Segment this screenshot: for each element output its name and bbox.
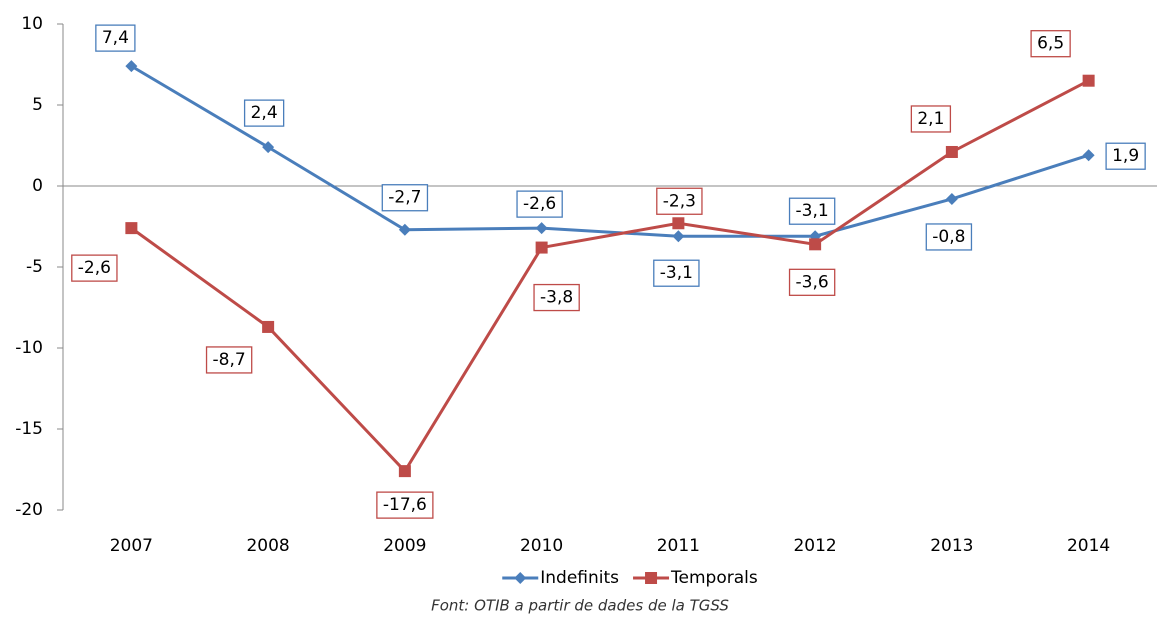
value-label-box — [533, 283, 580, 312]
x-tick-label: 2014 — [1067, 536, 1110, 556]
value-label-box — [243, 99, 285, 127]
value-label-box — [71, 254, 118, 282]
value-label-box — [788, 268, 836, 296]
legend-label: Indefinits — [540, 568, 619, 588]
value-label-box — [376, 491, 434, 519]
value-label: -17,6 — [383, 495, 427, 515]
x-tick-label: 2013 — [930, 536, 973, 556]
data-point — [262, 141, 275, 154]
data-point — [945, 145, 958, 158]
data-point — [1082, 74, 1095, 87]
value-label: -3,1 — [796, 201, 829, 221]
y-tick-label: -20 — [15, 500, 43, 520]
value-label: 6,5 — [1037, 34, 1064, 54]
data-point — [262, 320, 275, 333]
data-point — [398, 223, 411, 236]
value-label-box — [925, 223, 973, 251]
legend-marker — [514, 572, 527, 584]
value-label: -3,1 — [660, 263, 693, 283]
value-label-box — [910, 105, 952, 133]
value-label-box — [1030, 30, 1071, 58]
data-point — [398, 465, 411, 478]
value-label: 2,4 — [251, 103, 278, 123]
x-tick-label: 2008 — [246, 536, 289, 556]
legend-marker — [645, 572, 658, 584]
x-tick-label: 2009 — [383, 536, 426, 556]
value-label-box — [95, 24, 136, 52]
value-label-box — [1105, 142, 1146, 170]
value-label: -2,7 — [388, 188, 421, 208]
data-point — [672, 230, 685, 243]
data-point — [535, 222, 548, 235]
value-label: 2,1 — [917, 109, 944, 129]
series-line — [130, 79, 1090, 474]
y-tick-label: 10 — [21, 14, 43, 34]
y-tick-label: 0 — [32, 176, 43, 196]
value-label-box — [205, 346, 253, 374]
value-label: -8,7 — [213, 350, 246, 370]
x-tick-label: 2011 — [657, 536, 700, 556]
value-label-box — [516, 190, 563, 218]
source-note: Font: OTIB a partir de dades de la TGSS — [431, 597, 729, 615]
data-point — [945, 192, 958, 205]
value-label-box — [381, 184, 429, 212]
y-tick-label: -5 — [26, 257, 43, 277]
value-label: -0,8 — [932, 227, 965, 247]
value-label: -2,6 — [78, 258, 111, 278]
value-label: -3,6 — [796, 272, 829, 292]
data-point — [125, 222, 138, 235]
data-point — [809, 238, 822, 251]
legend: Indefinits Temporals — [502, 568, 758, 588]
value-label: -2,6 — [523, 194, 556, 214]
data-point — [125, 60, 138, 73]
value-label-box — [788, 197, 836, 225]
value-label: -2,3 — [663, 191, 696, 211]
x-tick-label: 2007 — [110, 536, 153, 556]
series-line — [130, 64, 1090, 238]
data-point — [672, 217, 685, 230]
value-label: -3,8 — [540, 288, 573, 308]
y-tick-label: -10 — [15, 338, 43, 358]
legend-label: Temporals — [670, 568, 758, 588]
y-tick-label: 5 — [32, 95, 43, 115]
x-tick-label: 2012 — [793, 536, 836, 556]
data-point — [1082, 149, 1095, 162]
value-label-box — [653, 259, 700, 287]
data-point — [535, 241, 548, 254]
y-tick-label: -15 — [15, 419, 43, 439]
value-label: 7,4 — [102, 28, 129, 48]
value-label: 1,9 — [1112, 146, 1139, 166]
value-label-box — [656, 187, 703, 215]
x-tick-label: 2010 — [520, 536, 563, 556]
